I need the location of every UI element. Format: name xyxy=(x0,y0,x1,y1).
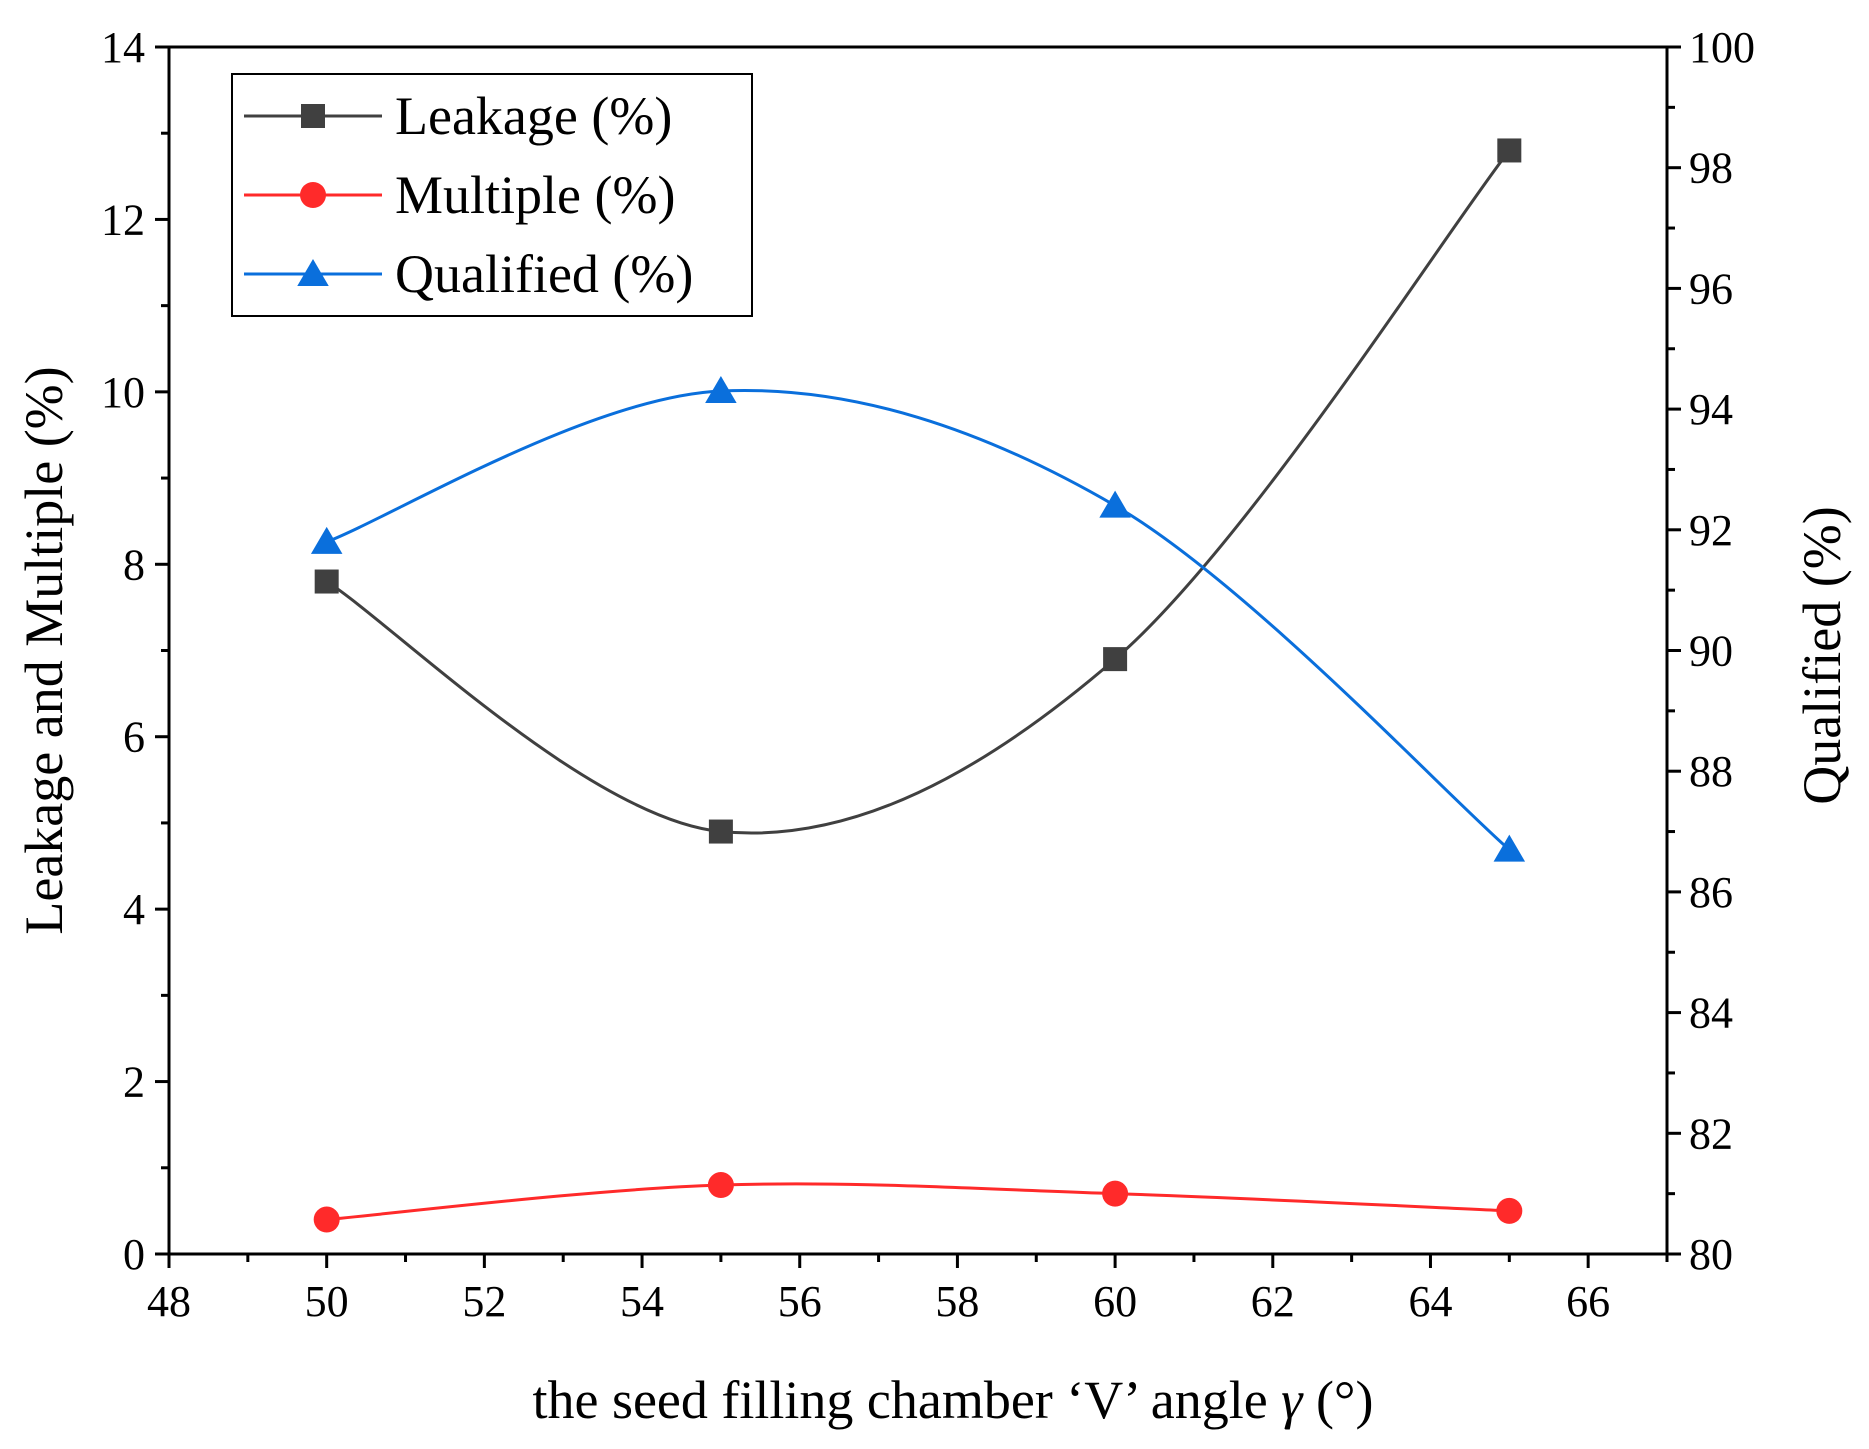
x-tick-label: 66 xyxy=(1566,1277,1610,1326)
y-right-tick-label: 80 xyxy=(1689,1230,1733,1279)
x-tick-label: 50 xyxy=(305,1277,349,1326)
legend-marker-qualified xyxy=(297,259,329,286)
data-point-leakage xyxy=(1497,138,1522,163)
y-axis-left-title: Leakage and Multiple (%) xyxy=(14,366,74,934)
y-left-tick-label: 10 xyxy=(101,368,145,417)
series-layer xyxy=(310,138,1526,1233)
y-right-tick-label: 92 xyxy=(1689,506,1733,555)
x-axis-title-suffix: (°) xyxy=(1302,1370,1373,1430)
series-qualified xyxy=(310,375,1526,862)
legend-label-qualified: Qualified (%) xyxy=(395,244,693,304)
x-tick-label: 54 xyxy=(620,1277,664,1326)
x-tick-label: 56 xyxy=(778,1277,822,1326)
y-right-tick-label: 100 xyxy=(1689,23,1755,72)
data-point-multiple xyxy=(1496,1197,1523,1224)
data-point-qualified xyxy=(1099,490,1131,518)
x-tick-label: 48 xyxy=(147,1277,191,1326)
x-tick-label: 62 xyxy=(1251,1277,1295,1326)
y-left-tick-label: 12 xyxy=(101,195,145,244)
y-left-tick-label: 0 xyxy=(123,1230,145,1279)
y-left-tick-label: 4 xyxy=(123,885,145,934)
legend-label-leakage: Leakage (%) xyxy=(395,86,672,146)
x-tick-label: 58 xyxy=(935,1277,979,1326)
y-left-tick-label: 6 xyxy=(123,713,145,762)
x-axis-title-prefix: the seed filling chamber ‘V’ angle xyxy=(532,1370,1281,1430)
y-left-tick-label: 8 xyxy=(123,540,145,589)
data-point-leakage xyxy=(314,569,339,594)
legend: Leakage (%) Multiple (%) Qualified (%) xyxy=(231,73,753,317)
data-point-leakage xyxy=(708,819,733,844)
legend-marker-leakage xyxy=(301,104,325,128)
data-point-multiple xyxy=(313,1206,340,1233)
data-point-multiple xyxy=(707,1172,734,1199)
y-left-tick-label: 2 xyxy=(123,1058,145,1107)
tick-labels: 48 50 52 54 56 58 60 62 64 66 0 2 4 6 8 10 12 14 80 82 84 86 8… xyxy=(101,23,1755,1326)
data-point-leakage xyxy=(1103,647,1128,672)
series-line-leakage xyxy=(325,149,1511,835)
data-point-qualified xyxy=(310,526,343,554)
x-tick-label: 64 xyxy=(1408,1277,1452,1326)
y-right-tick-label: 88 xyxy=(1689,747,1733,796)
x-axis-title-symbol: γ xyxy=(1281,1370,1304,1430)
y-right-tick-label: 90 xyxy=(1689,627,1733,676)
y-right-tick-label: 96 xyxy=(1689,264,1733,313)
y-right-tick-label: 86 xyxy=(1689,868,1733,917)
x-tick-label: 52 xyxy=(462,1277,506,1326)
series-leakage xyxy=(314,138,1522,844)
x-axis-title: the seed filling chamber ‘V’ angle γ (°) xyxy=(532,1370,1373,1430)
data-point-qualified xyxy=(705,375,737,403)
legend-label-multiple: Multiple (%) xyxy=(395,165,675,225)
y-axis-right-title: Qualified (%) xyxy=(1792,506,1852,804)
y-left-tick-label: 14 xyxy=(101,23,145,72)
plot-frame xyxy=(167,45,1669,1256)
series-line-multiple xyxy=(326,1182,1510,1222)
legend-marker-multiple xyxy=(300,182,326,208)
y-right-tick-label: 84 xyxy=(1689,989,1733,1038)
data-point-qualified xyxy=(1493,834,1526,862)
series-multiple xyxy=(313,1172,1523,1233)
y-right-tick-label: 94 xyxy=(1689,385,1733,434)
x-tick-label: 60 xyxy=(1093,1277,1137,1326)
series-line-qualified xyxy=(326,388,1511,851)
data-point-multiple xyxy=(1102,1180,1129,1207)
y-right-tick-label: 82 xyxy=(1689,1109,1733,1158)
y-right-tick-label: 98 xyxy=(1689,144,1733,193)
